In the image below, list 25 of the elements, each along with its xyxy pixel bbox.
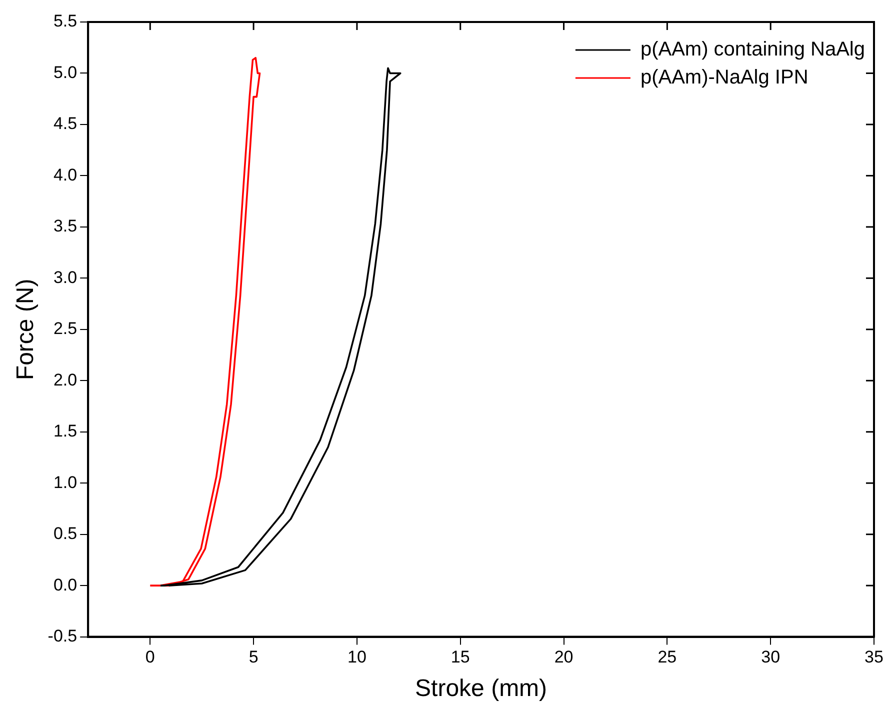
x-tick-label: 35 <box>864 648 884 667</box>
x-tick-label: 0 <box>145 648 155 667</box>
y-tick-label: 2.5 <box>53 319 78 338</box>
y-tick-label: 5.5 <box>53 12 78 31</box>
y-tick-label: 4.5 <box>53 114 78 134</box>
y-tick-label: -0.5 <box>48 626 78 646</box>
y-tick-label: 5.0 <box>53 62 78 82</box>
x-tick-label: 20 <box>554 648 574 667</box>
y-axis-title: Force (N) <box>12 278 40 380</box>
y-tick-label: 3.5 <box>53 216 78 236</box>
y-tick-label: 3.0 <box>53 268 78 287</box>
y-tick-label: 1.0 <box>53 472 78 492</box>
x-tick-label: 10 <box>347 648 366 667</box>
y-tick-label: 0.5 <box>53 524 78 544</box>
x-tick-label: 15 <box>450 648 470 667</box>
legend-label: p(AAm)-NaAlg IPN <box>640 66 808 89</box>
x-tick-label: 30 <box>761 648 780 667</box>
y-tick-label: 2.0 <box>53 370 78 390</box>
x-tick-label: 5 <box>248 648 258 667</box>
x-axis-title: Stroke (mm) <box>415 675 548 702</box>
y-tick-label: 0.0 <box>53 575 78 594</box>
x-tick-label: 25 <box>658 648 677 667</box>
legend-label: p(AAm) containing NaAlg <box>640 38 866 61</box>
y-tick-label: 4.0 <box>53 165 78 184</box>
y-tick-label: 1.5 <box>53 422 78 441</box>
